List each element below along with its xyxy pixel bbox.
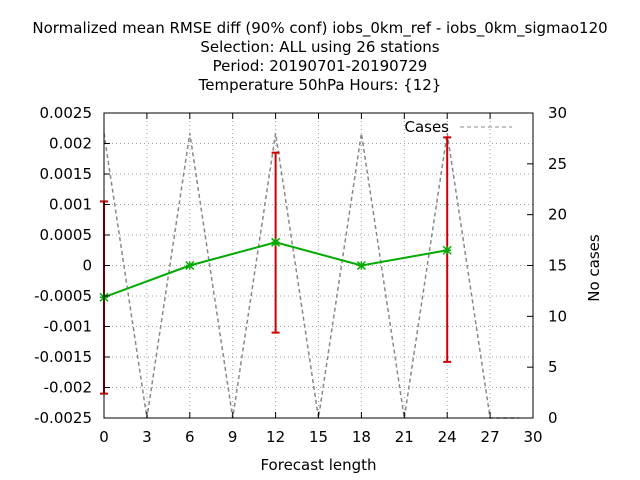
y2-tick-label: 0 [548,409,558,427]
axis-ticks: 0 3 6 9 12 15 18 21 24 27 300.00250.0020.00150.001… [34,104,567,446]
cases-line [103,133,519,419]
y-tick-label: 0.002 [49,135,92,153]
y2-tick-label: 15 [548,257,567,275]
title-line-1: Normalized mean RMSE diff (90% conf) iob… [32,19,607,38]
y-tick-label: -0.002 [44,379,92,397]
legend-label-cases: Cases [404,118,449,136]
legend: Cases [404,118,512,136]
y-tick-label: -0.0005 [34,287,92,305]
x-tick-label: 6 [185,428,195,446]
data-point [356,260,366,271]
y2-tick-label: 25 [548,155,567,173]
x-tick-label: 21 [395,428,414,446]
x-tick-label: 9 [228,428,238,446]
y2-tick-label: 30 [548,104,567,122]
data-point [271,237,281,247]
cases-series [103,133,519,419]
x-tick-label: 3 [142,428,152,446]
x-tick-label: 15 [309,428,328,446]
title-line-2: Selection: ALL using 26 stations [200,38,439,56]
data-point [442,245,452,255]
grid [104,113,533,418]
y-tick-label: 0.001 [49,196,92,214]
y-tick-label: 0.0025 [40,104,93,122]
y2-tick-label: 20 [548,206,567,224]
x-tick-label: 24 [438,428,457,446]
y2-tick-label: 10 [548,307,567,325]
data-point [185,260,195,271]
y-tick-label: 0 [82,257,92,275]
x-tick-label: 0 [99,428,109,446]
title-line-3: Period: 20190701-20190729 [213,57,428,75]
y-tick-label: 0.0005 [40,226,93,244]
chart-title: Normalized mean RMSE diff (90% conf) iob… [32,19,607,94]
x-tick-label: 30 [523,428,542,446]
y-tick-label: -0.0015 [34,348,92,366]
x-tick-label: 12 [266,428,285,446]
x-tick-label: 27 [481,428,500,446]
x-tick-label: 18 [352,428,371,446]
x-axis-label: Forecast length [260,456,376,474]
y2-axis-label: No cases [585,234,603,302]
y-tick-label: -0.0025 [34,409,92,427]
y2-tick-label: 5 [548,358,558,376]
y-tick-label: 0.0015 [40,165,93,183]
title-line-4: Temperature 50hPa Hours: {12} [198,76,442,94]
y-tick-label: -0.001 [44,318,92,336]
